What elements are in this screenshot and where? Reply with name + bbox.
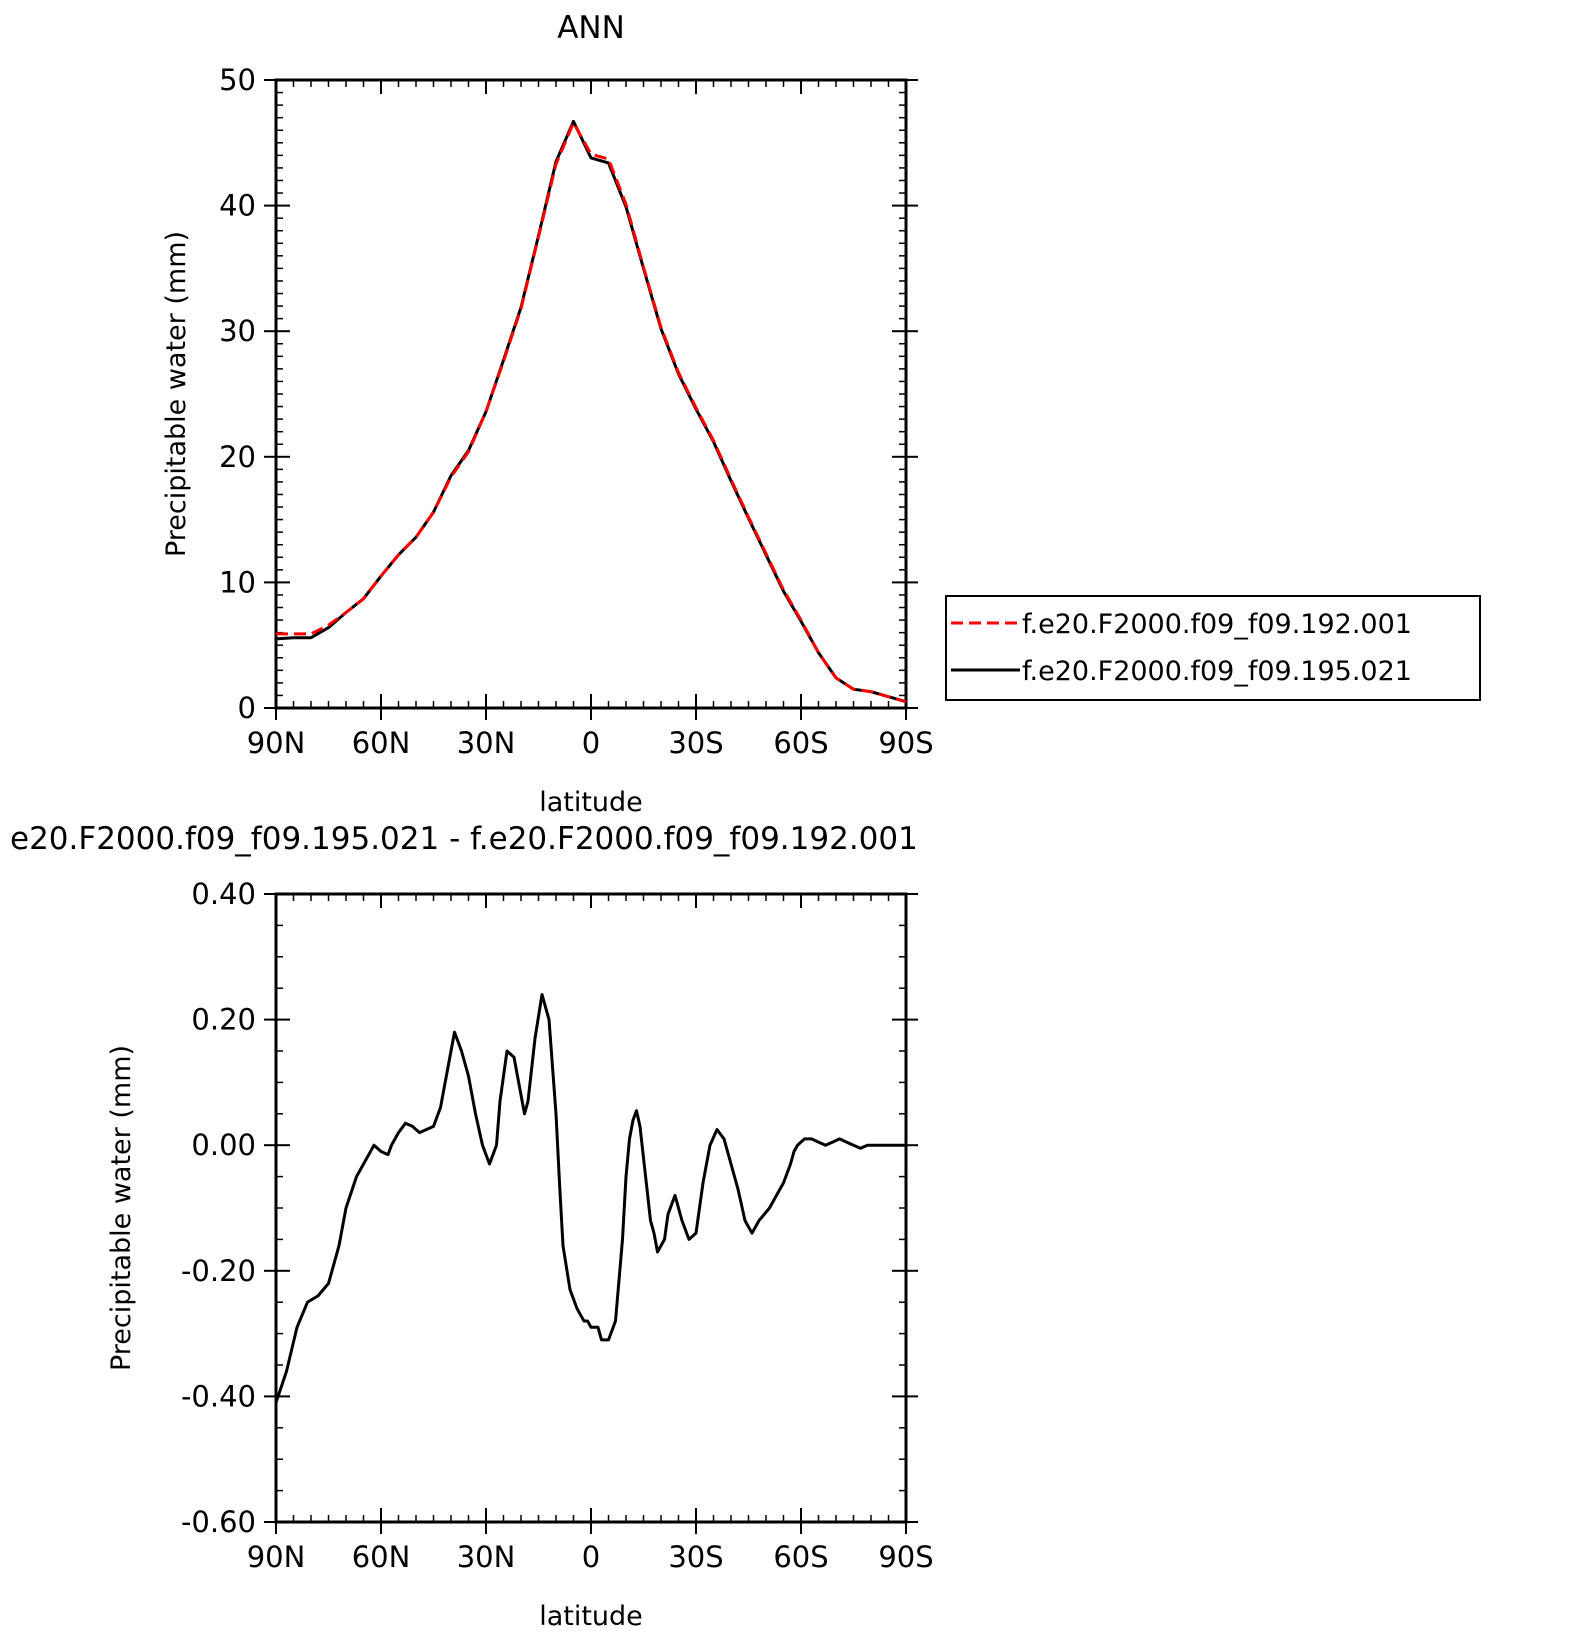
x-tick-label: 30S xyxy=(668,726,723,760)
legend-label-series-1: f.e20.F2000.f09_f09.192.001 xyxy=(1022,609,1412,640)
x-axis-label: latitude xyxy=(539,1601,643,1632)
series-lines xyxy=(275,119,907,704)
y-tick-label: 20 xyxy=(219,440,256,474)
chart-title: e20.F2000.f09_f09.195.021 - f.e20.F2000.… xyxy=(10,821,918,857)
x-tick-label: 90N xyxy=(247,1540,306,1574)
y-tick-label: -0.40 xyxy=(181,1379,256,1413)
x-axis-label: latitude xyxy=(539,787,643,818)
tick-labels: 90N 60N 30N 0 30S 60S 90S 0 10 20 30 40 50 xyxy=(219,63,934,760)
x-tick-label: 0 xyxy=(582,726,600,760)
series-line-1 xyxy=(274,993,906,1404)
legend-box xyxy=(945,595,1481,701)
tick-labels: 90N 60N 30N 0 30S 60S 90S -0.60 -0.40 -0.20 0.00 0.… xyxy=(181,877,934,1574)
x-tick-label: 90S xyxy=(878,726,933,760)
y-tick-label: 50 xyxy=(219,63,256,97)
y-tick-label: 0.00 xyxy=(191,1128,256,1162)
y-axis-label: Precipitable water (mm) xyxy=(161,231,192,557)
x-tick-label: 30S xyxy=(668,1540,723,1574)
series-line-2 xyxy=(275,119,907,704)
x-tick-label: 30N xyxy=(457,1540,516,1574)
chart-panel-bottom: e20.F2000.f09_f09.195.021 - f.e20.F2000.… xyxy=(10,821,934,1632)
x-tick-label: 30N xyxy=(457,726,516,760)
x-tick-label: 60N xyxy=(352,1540,411,1574)
x-tick-label: 90N xyxy=(247,726,306,760)
y-tick-label: 30 xyxy=(219,314,256,348)
y-tick-label: 10 xyxy=(219,565,256,599)
y-tick-label: 0.20 xyxy=(191,1003,256,1037)
plot-frame xyxy=(274,78,908,710)
tick-marks xyxy=(264,893,918,1534)
y-tick-label: 0 xyxy=(238,691,256,725)
y-tick-label: 0.40 xyxy=(191,877,256,911)
x-tick-label: 60N xyxy=(352,726,411,760)
x-tick-label: 60S xyxy=(773,726,828,760)
x-tick-label: 90S xyxy=(878,1540,933,1574)
x-tick-label: 60S xyxy=(773,1540,828,1574)
x-tick-label: 0 xyxy=(582,1540,600,1574)
chart-title: ANN xyxy=(557,10,625,46)
legend: f.e20.F2000.f09_f09.192.001 f.e20.F2000.… xyxy=(945,595,1481,701)
legend-label-series-2: f.e20.F2000.f09_f09.195.021 xyxy=(1022,656,1412,687)
series-lines xyxy=(274,993,906,1404)
y-tick-label: -0.60 xyxy=(181,1505,256,1539)
plot-frame xyxy=(274,892,908,1524)
y-tick-label: -0.20 xyxy=(181,1254,256,1288)
y-axis-label: Precipitable water (mm) xyxy=(106,1045,137,1371)
series-line-1 xyxy=(276,121,907,704)
chart-panel-top: ANN 90N 60N 30N 0 30S 60S 90S 0 10 20 30 40 50 latit… xyxy=(161,10,1481,818)
tick-marks xyxy=(264,79,918,720)
y-tick-label: 40 xyxy=(219,189,256,223)
